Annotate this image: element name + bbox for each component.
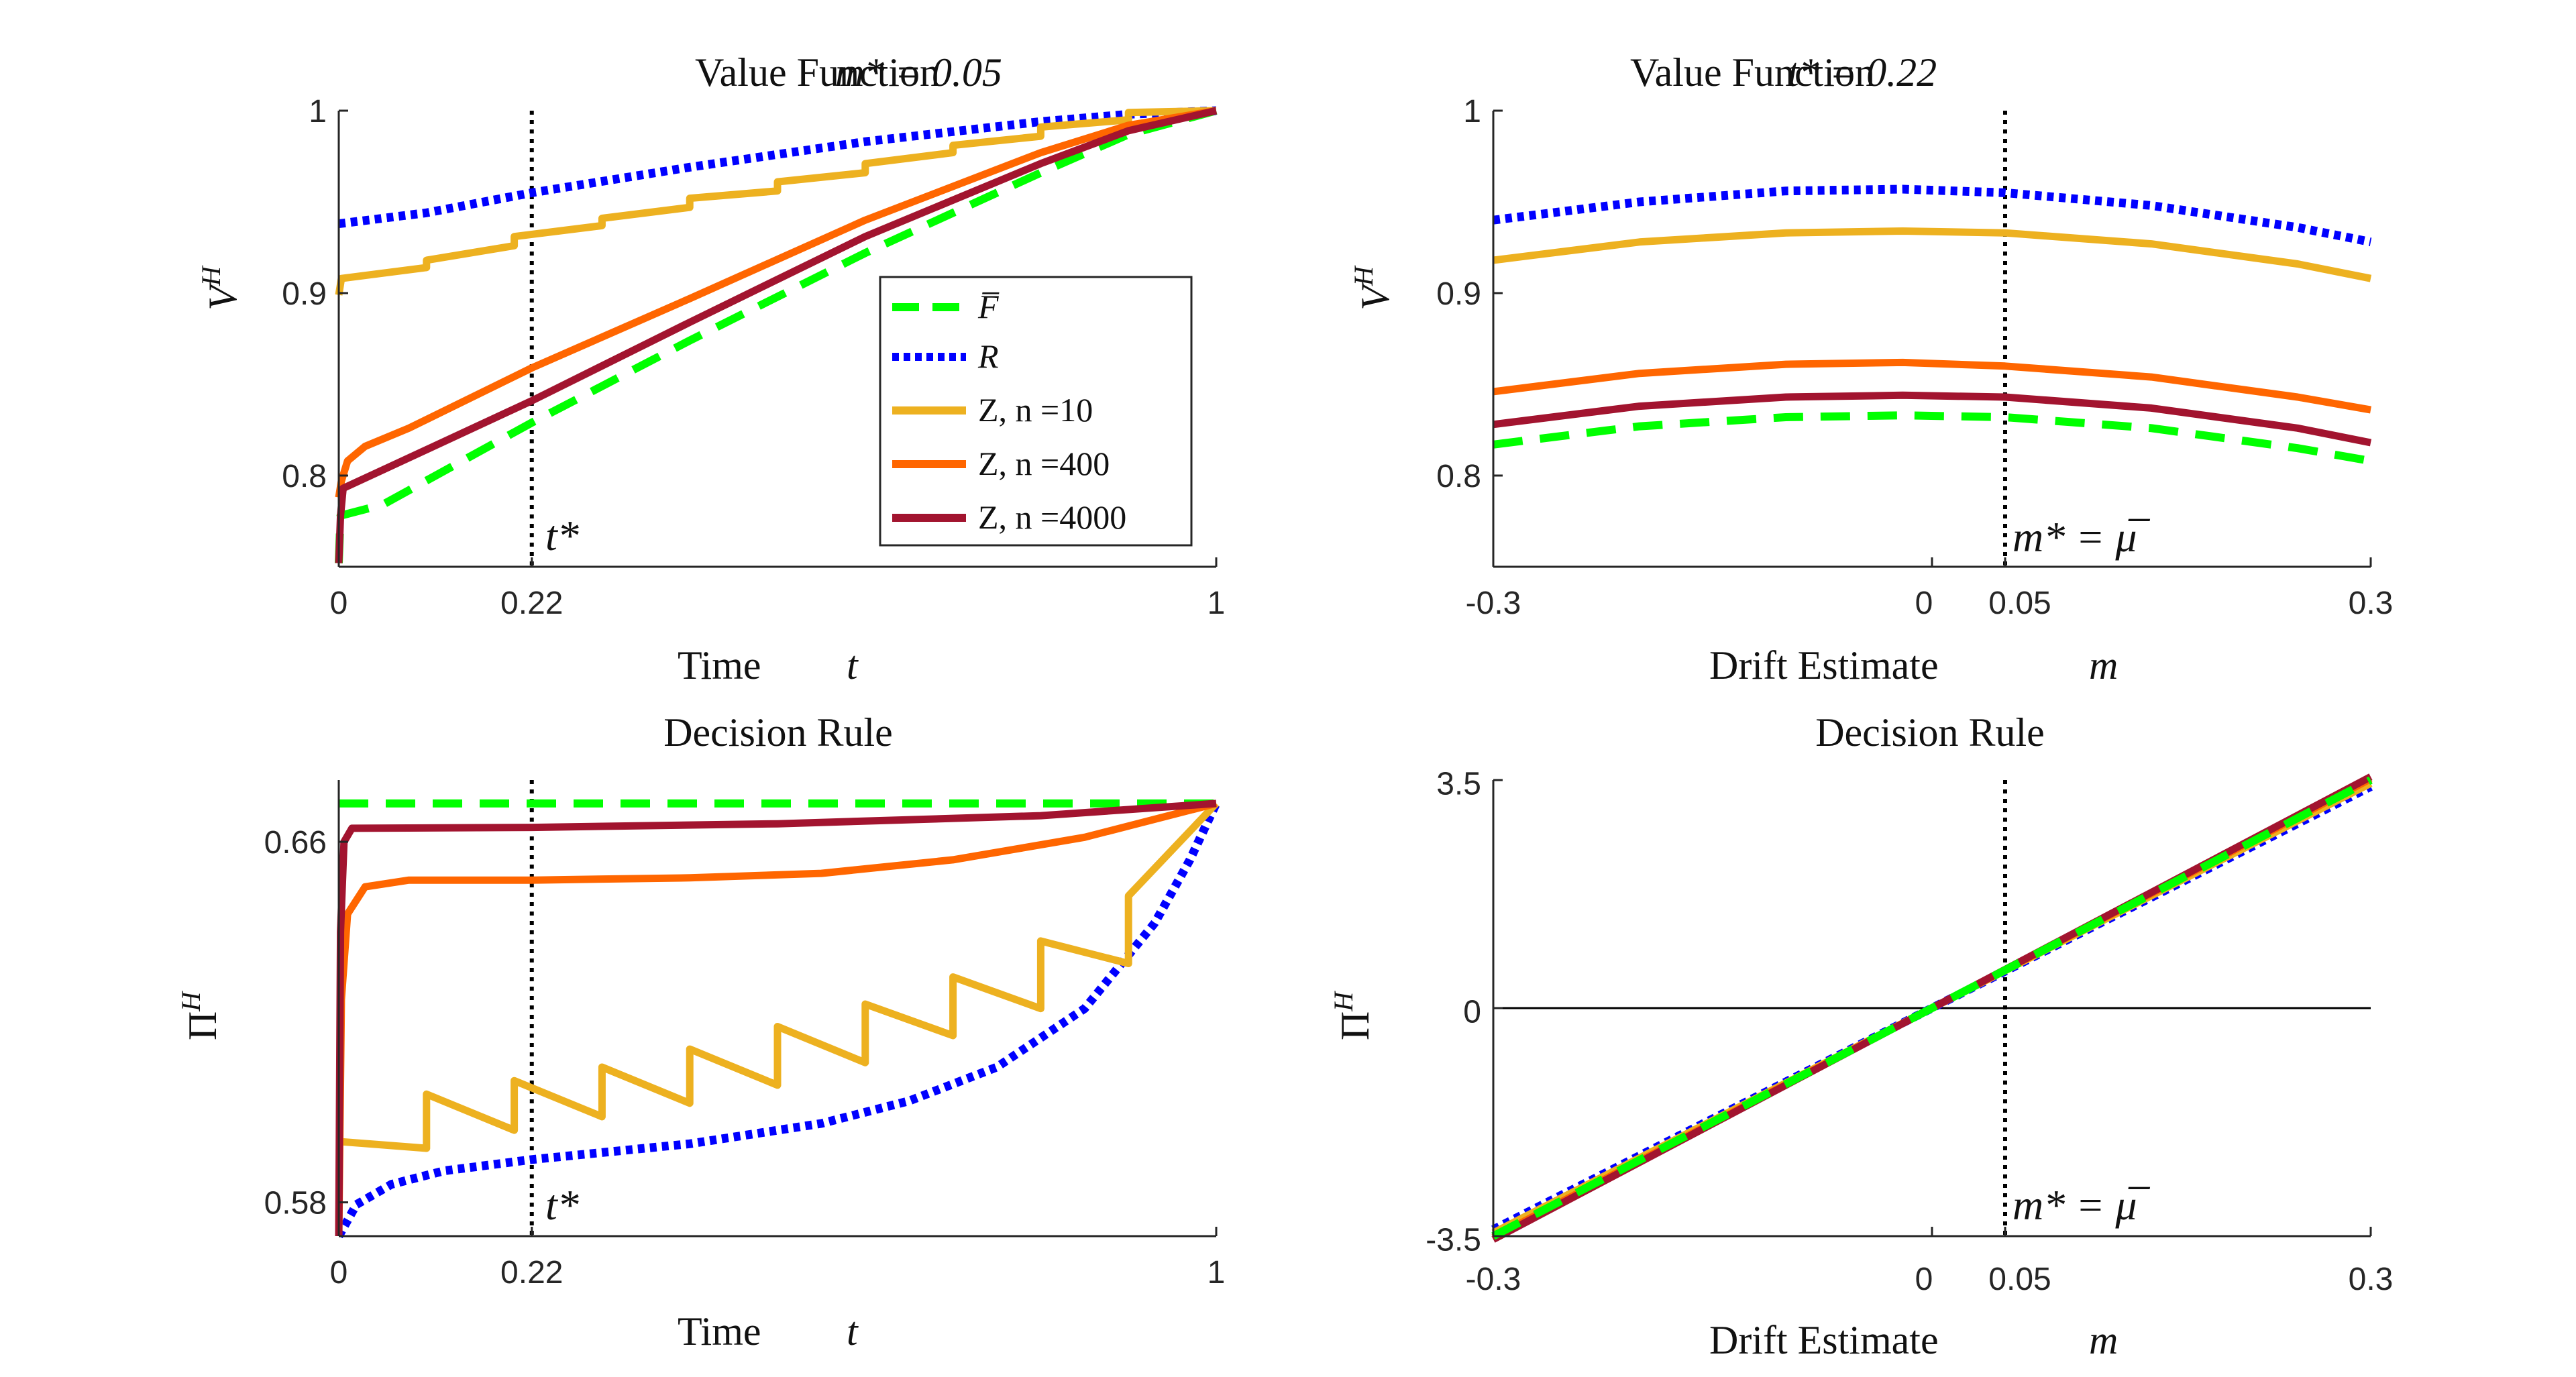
y-tick-label: 0.66 — [264, 825, 327, 861]
x-tick-label: 0.3 — [2349, 1262, 2394, 1297]
x-tick-label: -0.3 — [1466, 1262, 1521, 1297]
x-tick-label: 1 — [1208, 1255, 1226, 1290]
series-line-F — [335, 107, 1218, 563]
series-group — [335, 780, 1220, 1239]
legend-box — [879, 276, 1193, 547]
x-tick-label: 1 — [1208, 586, 1226, 621]
x-axis-var: t — [847, 1309, 859, 1354]
x-tick-label: 0 — [1915, 586, 1933, 621]
x-tick-label: 0.22 — [500, 586, 563, 621]
title-param: m* = 0.05 — [835, 50, 1002, 95]
y-axis-label: VH — [1348, 265, 1397, 311]
svg-text:ΠH: ΠH — [1328, 991, 1377, 1040]
x-tick-label: 0.3 — [2349, 586, 2394, 621]
axes: 0 0.22 1 0.8 0.9 1 — [282, 94, 1225, 621]
y-tick-label: 0 — [1463, 995, 1481, 1030]
y-axis-label: VH — [196, 265, 245, 311]
title-text: Value Function — [1630, 50, 1875, 95]
x-tick-label: 0.22 — [500, 1255, 563, 1290]
panel-value-function-time: Value Function m* = 0.05 0 0.22 1 0.8 0.9 1 T… — [196, 50, 1225, 687]
title-text: Value Function — [695, 50, 940, 95]
y-tick-label: 0.58 — [264, 1185, 327, 1221]
series-line-Z4000 — [335, 107, 1218, 563]
x-tick-label: 0.05 — [1988, 1262, 2051, 1297]
series-line-R — [1493, 184, 2372, 247]
series-line-Z10 — [335, 107, 1217, 296]
x-tick-label: 0 — [330, 586, 348, 621]
title-text: Decision Rule — [663, 710, 893, 755]
series-group — [1493, 111, 2372, 567]
series-line-Z400 — [335, 800, 1218, 1237]
x-axis-label: Drift Estimate — [1709, 643, 1939, 687]
legend: F̅ R Z, n =10 Z, n =400 Z, n =4000 — [879, 276, 1193, 547]
x-tick-label: 0 — [330, 1255, 348, 1290]
axes: -0.3 0 0.05 0.3 -3.5 0 3.5 — [1426, 767, 2393, 1297]
svg-text:ΠH: ΠH — [176, 991, 225, 1040]
series-group — [335, 106, 1218, 567]
panel-decision-rule-drift: Decision Rule -0.3 0 0.05 0.3 -3.5 0 3.5 Drift… — [1328, 710, 2393, 1362]
x-tick-label: 0.05 — [1988, 586, 2051, 621]
x-axis-label: Time — [678, 1309, 761, 1354]
axes: -0.3 0 0.05 0.3 0.8 0.9 1 — [1436, 94, 2393, 621]
x-axis-label: Time — [678, 643, 761, 687]
x-axis-var: m — [2089, 1318, 2118, 1362]
y-tick-label: 0.9 — [1436, 276, 1481, 312]
legend-label-Z4000: Z, n =4000 — [978, 498, 1126, 536]
y-tick-label: 0.8 — [282, 459, 327, 494]
x-tick-label: -0.3 — [1466, 586, 1521, 621]
x-axis-label: Drift Estimate — [1709, 1318, 1939, 1362]
series-line-R — [338, 106, 1217, 229]
y-tick-label: -3.5 — [1426, 1223, 1481, 1258]
series-line-Z10 — [1493, 227, 2372, 282]
y-axis-label: ΠH — [176, 991, 225, 1040]
vline-label: t* — [545, 512, 579, 559]
series-line-Z400 — [1493, 358, 2371, 414]
series-group — [1491, 773, 2373, 1243]
vline-label: m* = μ̅ — [2012, 1181, 2151, 1229]
vline-label: t* — [545, 1181, 579, 1229]
series-line-Z10 — [338, 801, 1219, 1152]
title-text: Decision Rule — [1815, 710, 2045, 755]
svg-text:VH: VH — [196, 265, 245, 311]
y-axis-label: ΠH — [1328, 991, 1377, 1040]
series-line-Z4000 — [1493, 391, 2372, 447]
panel-decision-rule-time: Decision Rule 0 0.22 1 0.58 0.66 Time t ΠH t… — [176, 710, 1225, 1354]
y-tick-label: 0.9 — [282, 276, 327, 312]
x-axis-var: m — [2089, 643, 2118, 687]
axes: 0 0.22 1 0.58 0.66 — [264, 780, 1226, 1290]
legend-label-Z400: Z, n =400 — [978, 445, 1110, 482]
legend-label-Z10: Z, n =10 — [978, 391, 1093, 429]
series-line-R — [335, 802, 1220, 1239]
x-axis-var: t — [847, 643, 859, 687]
legend-label-F: F̅ — [977, 288, 1000, 325]
series-line-F — [1491, 776, 2373, 1240]
series-line-Z400 — [335, 107, 1217, 498]
title-param: t* = 0.22 — [1788, 50, 1937, 95]
x-tick-label: 0 — [1915, 1262, 1933, 1297]
svg-text:VH: VH — [1348, 265, 1397, 311]
vline-label: m* = μ̅ — [2012, 513, 2151, 561]
series-line-Z4000 — [335, 800, 1217, 1237]
y-tick-label: 3.5 — [1436, 767, 1481, 802]
y-tick-label: 1 — [309, 94, 327, 129]
panel-value-function-drift: Value Function t* = 0.22 -0.3 0 0.05 0.3 0.8… — [1348, 50, 2393, 687]
y-tick-label: 0.8 — [1436, 459, 1481, 494]
y-tick-label: 1 — [1463, 94, 1481, 129]
legend-label-R: R — [977, 337, 999, 375]
